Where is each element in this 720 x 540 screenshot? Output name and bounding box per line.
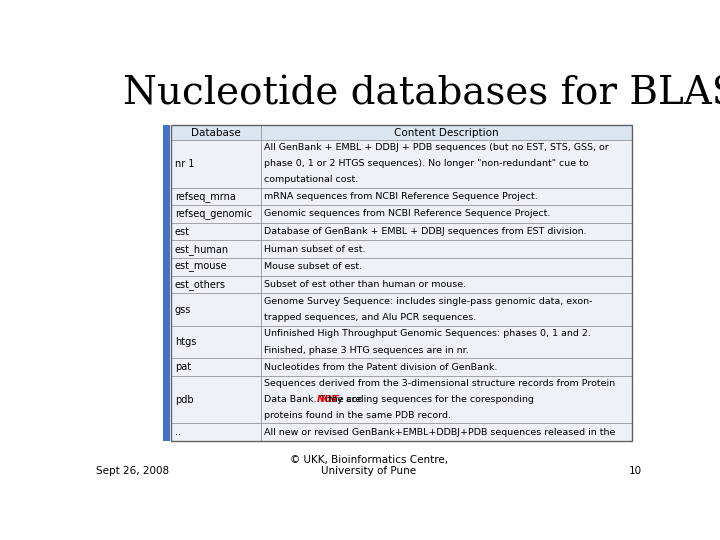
Text: Database: Database (191, 127, 240, 138)
Text: Genome Survey Sequence: includes single-pass genomic data, exon-: Genome Survey Sequence: includes single-… (264, 297, 593, 306)
Text: Sequences derived from the 3-dimensional structure records from Protein: Sequences derived from the 3-dimensional… (264, 380, 616, 388)
Text: refseq_genomic: refseq_genomic (175, 208, 252, 219)
Text: Genomic sequences from NCBI Reference Sequence Project.: Genomic sequences from NCBI Reference Se… (264, 210, 551, 219)
Text: pat: pat (175, 362, 191, 372)
Bar (163, 125, 170, 441)
Text: Finished, phase 3 HTG sequences are in nr.: Finished, phase 3 HTG sequences are in n… (264, 346, 469, 355)
Text: Subset of est other than human or mouse.: Subset of est other than human or mouse. (264, 280, 467, 289)
Bar (171, 140, 632, 187)
Text: All new or revised GenBank+EMBL+DDBJ+PDB sequences released in the: All new or revised GenBank+EMBL+DDBJ+PDB… (264, 428, 616, 437)
Text: refseq_mrna: refseq_mrna (175, 191, 235, 202)
Text: proteins found in the same PDB record.: proteins found in the same PDB record. (264, 411, 451, 420)
Text: pdb: pdb (175, 395, 194, 404)
Bar (171, 187, 632, 205)
Text: computational cost.: computational cost. (264, 175, 359, 184)
Bar (171, 125, 632, 441)
Text: mRNA sequences from NCBI Reference Sequence Project.: mRNA sequences from NCBI Reference Seque… (264, 192, 538, 201)
Bar (171, 359, 632, 376)
Text: est: est (175, 227, 190, 237)
Text: 10: 10 (629, 467, 642, 476)
Bar (171, 376, 632, 423)
Text: Database of GenBank + EMBL + DDBJ sequences from EST division.: Database of GenBank + EMBL + DDBJ sequen… (264, 227, 587, 236)
Text: Human subset of est.: Human subset of est. (264, 245, 366, 254)
Text: phase 0, 1 or 2 HTGS sequences). No longer "non-redundant" cue to: phase 0, 1 or 2 HTGS sequences). No long… (264, 159, 589, 168)
Text: Content Description: Content Description (395, 127, 499, 138)
Bar (171, 275, 632, 293)
Text: nr 1: nr 1 (175, 159, 194, 169)
Bar (171, 125, 632, 140)
Bar (171, 205, 632, 223)
Text: Unfinished High Throughput Genomic Sequences: phases 0, 1 and 2.: Unfinished High Throughput Genomic Seque… (264, 329, 591, 339)
Bar (171, 423, 632, 441)
Text: est_human: est_human (175, 244, 229, 255)
Bar (171, 326, 632, 359)
Text: est_others: est_others (175, 279, 226, 290)
Text: Sept 26, 2008: Sept 26, 2008 (96, 467, 168, 476)
Text: Nucleotides from the Patent division of GenBank.: Nucleotides from the Patent division of … (264, 363, 498, 372)
Text: © UKK, Bioinformatics Centre,
University of Pune: © UKK, Bioinformatics Centre, University… (290, 455, 448, 476)
Text: Mouse subset of est.: Mouse subset of est. (264, 262, 362, 271)
Text: trapped sequences, and Alu PCR sequences.: trapped sequences, and Alu PCR sequences… (264, 313, 477, 322)
Text: the coding sequences for the coresponding: the coding sequences for the corespondin… (325, 395, 534, 404)
Text: Nucleotide databases for BLAST: Nucleotide databases for BLAST (124, 75, 720, 112)
Text: gss: gss (175, 305, 192, 314)
Text: ..: .. (175, 427, 181, 437)
Text: All GenBank + EMBL + DDBJ + PDB sequences (but no EST, STS, GSS, or: All GenBank + EMBL + DDBJ + PDB sequence… (264, 144, 609, 152)
Text: Data Bank. They are: Data Bank. They are (264, 395, 364, 404)
Bar (171, 240, 632, 258)
Text: NOT: NOT (317, 395, 340, 404)
Bar (171, 293, 632, 326)
Text: est_mouse: est_mouse (175, 261, 228, 272)
Bar (171, 258, 632, 275)
Bar (171, 223, 632, 240)
Text: htgs: htgs (175, 337, 196, 347)
